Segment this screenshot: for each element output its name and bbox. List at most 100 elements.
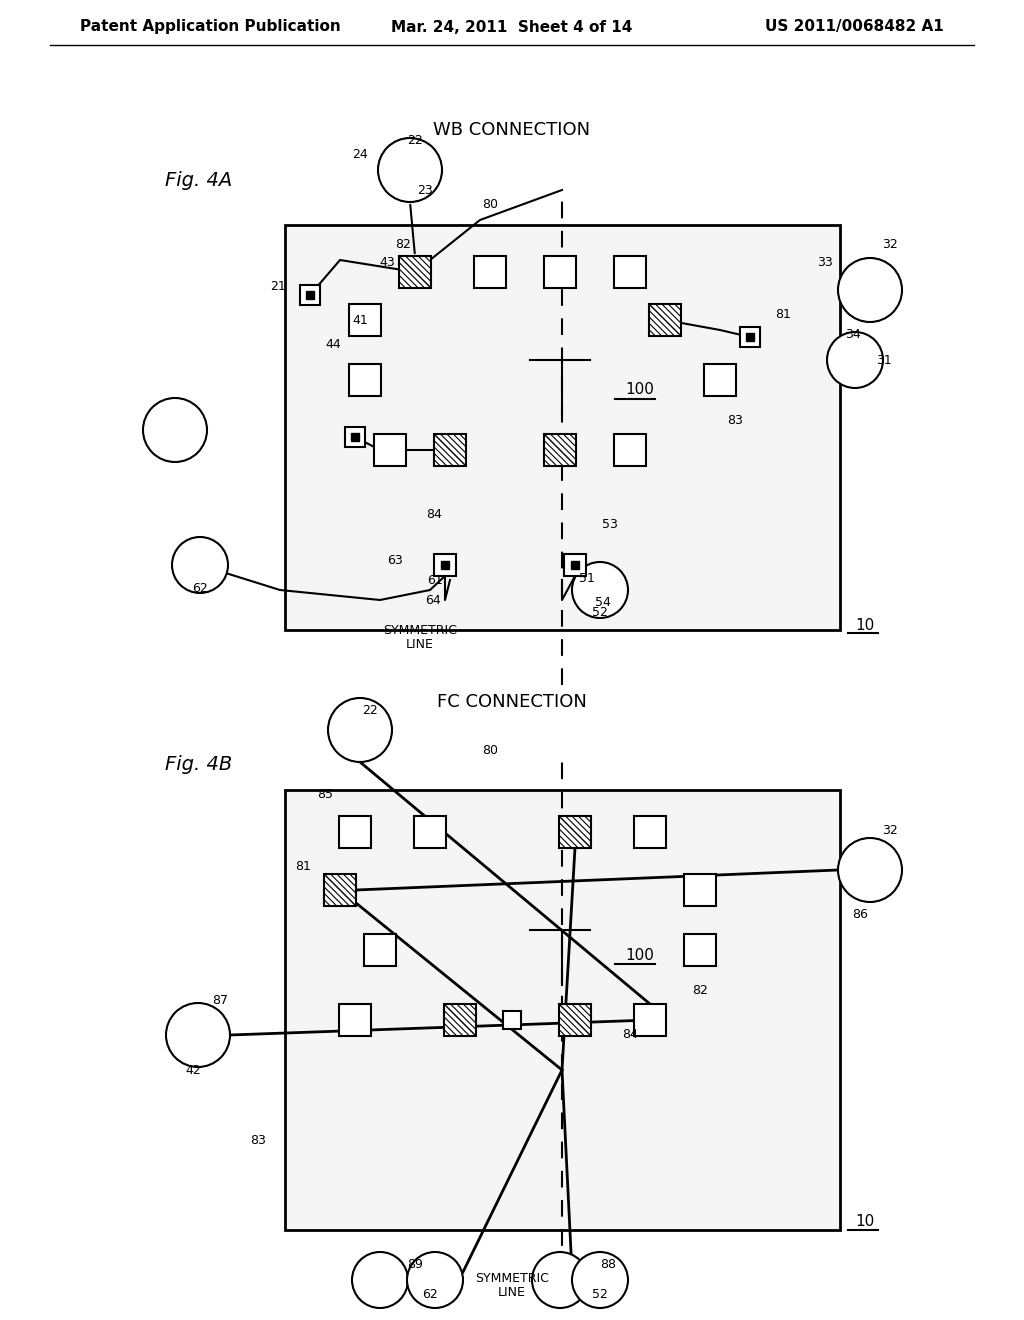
- Text: 22: 22: [408, 133, 423, 147]
- Text: US 2011/0068482 A1: US 2011/0068482 A1: [765, 20, 944, 34]
- Bar: [614, 434, 646, 466]
- Bar: [349, 364, 381, 396]
- Bar: [324, 874, 356, 906]
- Text: 52: 52: [592, 1288, 608, 1302]
- Text: 51: 51: [579, 572, 595, 585]
- Bar: [285, 789, 840, 1230]
- Text: WB CONNECTION: WB CONNECTION: [433, 121, 591, 139]
- Text: 88: 88: [600, 1258, 616, 1271]
- Text: 81: 81: [295, 861, 311, 874]
- Circle shape: [532, 1251, 588, 1308]
- Bar: [364, 935, 396, 966]
- Text: 62: 62: [422, 1288, 438, 1302]
- Text: 83: 83: [727, 413, 743, 426]
- Text: 100: 100: [626, 383, 654, 397]
- Text: 85: 85: [317, 788, 333, 801]
- Text: 34: 34: [845, 329, 861, 342]
- Bar: [351, 433, 359, 441]
- Text: 84: 84: [622, 1028, 638, 1041]
- Text: 23: 23: [417, 183, 433, 197]
- Text: 22: 22: [362, 704, 378, 717]
- Text: 53: 53: [602, 519, 617, 532]
- Bar: [559, 1005, 591, 1036]
- Bar: [306, 290, 314, 300]
- Bar: [634, 816, 666, 847]
- Text: 43: 43: [379, 256, 395, 268]
- Bar: [374, 434, 406, 466]
- Text: 54: 54: [595, 595, 611, 609]
- Bar: [634, 1005, 666, 1036]
- Bar: [564, 554, 586, 576]
- Text: SYMMETRIC: SYMMETRIC: [383, 623, 457, 636]
- Text: LINE: LINE: [407, 638, 434, 651]
- Bar: [285, 224, 840, 630]
- Text: 86: 86: [852, 908, 868, 921]
- Bar: [740, 327, 760, 347]
- Text: 64: 64: [425, 594, 441, 606]
- Bar: [474, 256, 506, 288]
- Bar: [544, 256, 575, 288]
- Bar: [503, 1011, 521, 1030]
- Bar: [614, 256, 646, 288]
- Bar: [349, 304, 381, 337]
- Text: 42: 42: [185, 1064, 201, 1077]
- Circle shape: [172, 537, 228, 593]
- Text: 62: 62: [193, 582, 208, 594]
- Text: 21: 21: [270, 281, 286, 293]
- Text: 81: 81: [775, 309, 791, 322]
- Bar: [684, 935, 716, 966]
- Text: 24: 24: [352, 149, 368, 161]
- Text: 63: 63: [387, 553, 402, 566]
- Bar: [441, 561, 449, 569]
- Text: 82: 82: [395, 239, 411, 252]
- Circle shape: [572, 562, 628, 618]
- Text: 10: 10: [855, 1214, 874, 1229]
- Bar: [414, 816, 446, 847]
- Circle shape: [166, 1003, 230, 1067]
- Circle shape: [572, 1251, 628, 1308]
- Text: 82: 82: [692, 983, 708, 997]
- Bar: [434, 434, 466, 466]
- Text: 41: 41: [352, 314, 368, 326]
- Circle shape: [827, 333, 883, 388]
- Bar: [339, 816, 371, 847]
- Text: 33: 33: [817, 256, 833, 268]
- Text: 100: 100: [626, 948, 654, 962]
- Circle shape: [328, 698, 392, 762]
- Bar: [345, 426, 365, 447]
- Bar: [571, 561, 579, 569]
- Bar: [705, 364, 736, 396]
- Text: 52: 52: [592, 606, 608, 619]
- Bar: [300, 285, 319, 305]
- Bar: [649, 304, 681, 337]
- Text: 80: 80: [482, 743, 498, 756]
- Text: 44: 44: [326, 338, 341, 351]
- Text: 87: 87: [212, 994, 228, 1006]
- Circle shape: [352, 1251, 408, 1308]
- Text: 84: 84: [426, 508, 442, 521]
- Bar: [339, 1005, 371, 1036]
- Bar: [746, 333, 754, 341]
- Text: 10: 10: [855, 618, 874, 632]
- Bar: [684, 874, 716, 906]
- Text: Mar. 24, 2011  Sheet 4 of 14: Mar. 24, 2011 Sheet 4 of 14: [391, 20, 633, 34]
- Circle shape: [143, 399, 207, 462]
- Text: LINE: LINE: [498, 1286, 526, 1299]
- Text: 80: 80: [482, 198, 498, 211]
- Bar: [434, 554, 456, 576]
- Text: Fig. 4A: Fig. 4A: [165, 170, 232, 190]
- Text: Fig. 4B: Fig. 4B: [165, 755, 232, 775]
- Circle shape: [838, 838, 902, 902]
- Text: 32: 32: [882, 239, 898, 252]
- Text: 61: 61: [427, 573, 442, 586]
- Bar: [544, 434, 575, 466]
- Bar: [444, 1005, 476, 1036]
- Text: 31: 31: [877, 354, 892, 367]
- Text: FC CONNECTION: FC CONNECTION: [437, 693, 587, 711]
- Circle shape: [407, 1251, 463, 1308]
- Text: Patent Application Publication: Patent Application Publication: [80, 20, 341, 34]
- Circle shape: [378, 139, 442, 202]
- Circle shape: [838, 257, 902, 322]
- Text: 32: 32: [882, 824, 898, 837]
- Text: SYMMETRIC: SYMMETRIC: [475, 1271, 549, 1284]
